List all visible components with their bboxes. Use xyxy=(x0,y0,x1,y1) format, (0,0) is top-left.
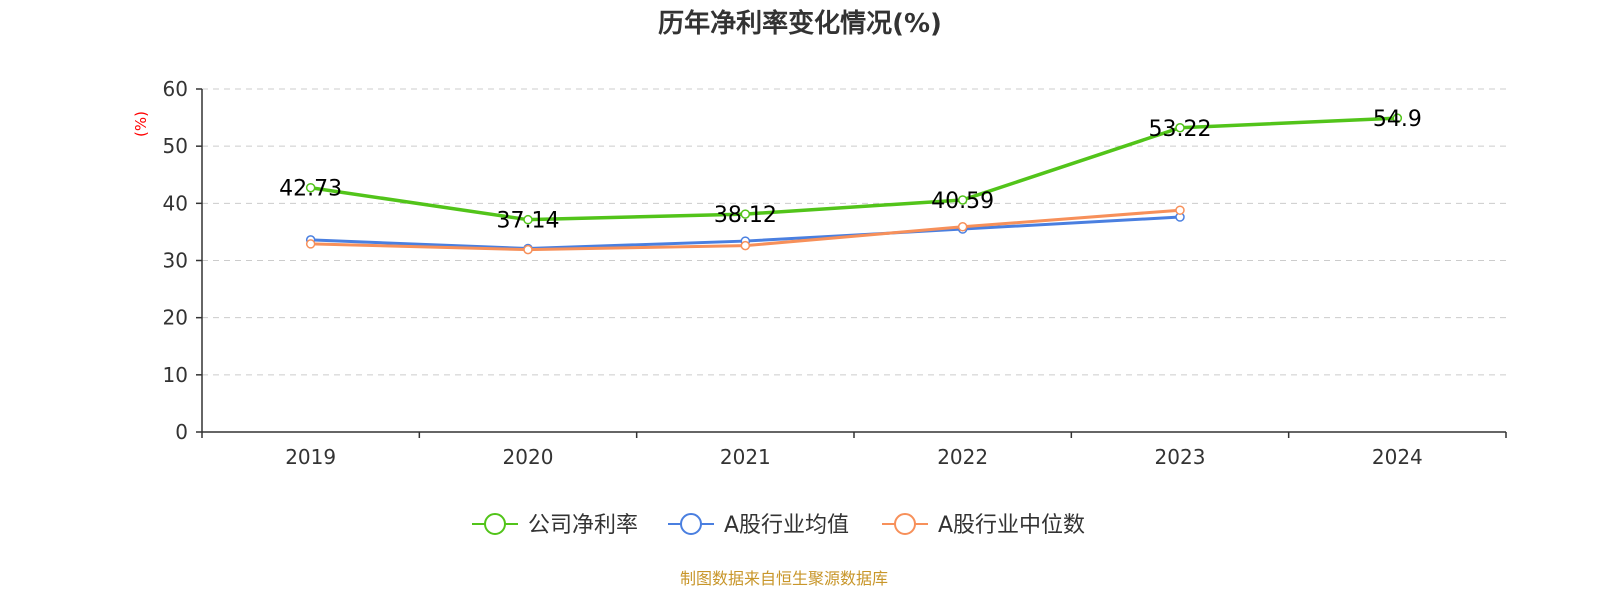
data-labels: 42.73 37.14 38.12 40.59 53.22 54.9 xyxy=(279,107,1422,234)
y-axis-label: (%) xyxy=(132,111,150,137)
legend-marker-0 xyxy=(484,513,506,535)
x-tick-label-2024: 2024 xyxy=(1372,445,1423,469)
legend-item-2[interactable]: A股行业中位数 xyxy=(882,513,1085,538)
y-tick-label-0: 0 xyxy=(175,420,188,444)
data-label-2021: 38.12 xyxy=(714,203,777,228)
legend-marker-2 xyxy=(894,513,916,535)
legend-label-2: A股行业中位数 xyxy=(938,513,1085,538)
series-group xyxy=(305,113,1403,255)
data-label-2020: 37.14 xyxy=(497,209,560,234)
series-line-0 xyxy=(310,116,1398,222)
x-tick-label-2022: 2022 xyxy=(937,445,988,469)
x-tick-label-2021: 2021 xyxy=(720,445,771,469)
data-point-2-2021 xyxy=(740,240,751,251)
data-label-2019: 42.73 xyxy=(279,177,342,202)
data-point-0-2019 xyxy=(305,182,316,193)
legend-label-1: A股行业均值 xyxy=(724,513,849,538)
grid-lines xyxy=(202,88,1506,376)
data-point-0-2024 xyxy=(1392,113,1403,123)
y-tick-label-50: 50 xyxy=(163,134,188,158)
y-tick-label-10: 10 xyxy=(163,363,188,387)
data-point-2-2023 xyxy=(1175,205,1185,215)
y-tick-label-20: 20 xyxy=(163,306,188,330)
legend[interactable]: 公司净利率 A股行业均值 A股行业中位数 xyxy=(472,513,1085,538)
x-tick-label-2023: 2023 xyxy=(1155,445,1206,469)
data-point-2-2020 xyxy=(523,244,533,255)
chart-title: 历年净利率变化情况(%) xyxy=(658,8,942,39)
data-point-2-2022 xyxy=(957,222,968,232)
legend-marker-1 xyxy=(680,513,702,535)
source-note: 制图数据来自恒生聚源数据库 xyxy=(680,569,888,588)
y-tick-label-60: 60 xyxy=(163,77,188,101)
legend-item-1[interactable]: A股行业均值 xyxy=(668,513,849,538)
data-point-0-2022 xyxy=(957,195,968,205)
y-tick-label-40: 40 xyxy=(163,191,188,215)
data-point-2-2019 xyxy=(305,239,316,249)
x-tick-label-2020: 2020 xyxy=(503,445,554,469)
data-label-2023: 53.22 xyxy=(1149,117,1212,142)
x-tick-label-2019: 2019 xyxy=(285,445,336,469)
data-point-0-2021 xyxy=(740,209,751,219)
data-label-2022: 40.59 xyxy=(931,189,994,214)
axes: 0 10 20 30 40 50 60 2019 2020 2021 2022 2023 2024 xyxy=(163,77,1507,469)
data-point-0-2020 xyxy=(523,214,533,225)
data-label-2024: 54.9 xyxy=(1373,107,1422,132)
data-point-0-2023 xyxy=(1175,123,1185,133)
y-tick-label-30: 30 xyxy=(163,249,188,273)
legend-item-0[interactable]: 公司净利率 xyxy=(472,513,638,538)
legend-label-0: 公司净利率 xyxy=(528,513,638,538)
